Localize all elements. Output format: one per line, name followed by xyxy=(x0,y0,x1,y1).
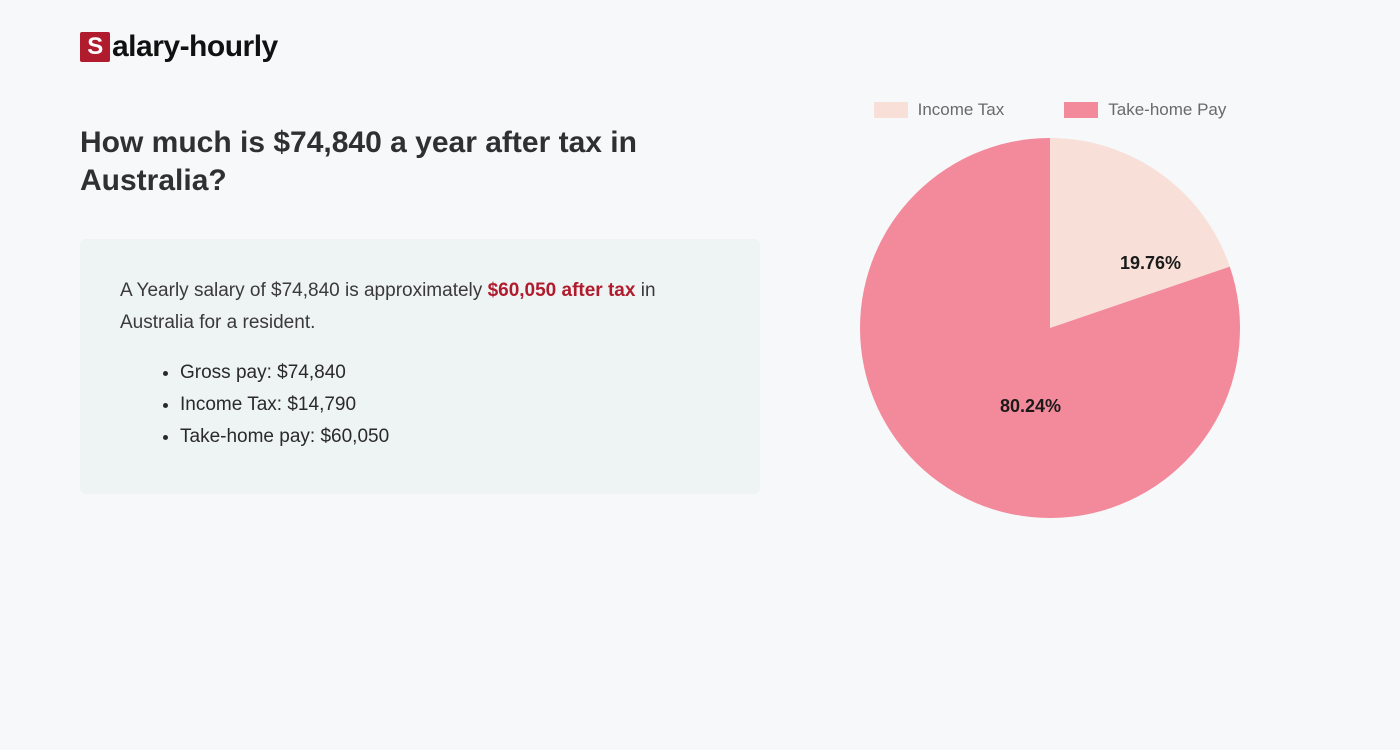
pie-chart: 19.76% 80.24% xyxy=(860,138,1240,518)
chart-legend: Income Tax Take-home Pay xyxy=(820,100,1280,120)
list-item: Take-home pay: $60,050 xyxy=(180,426,720,448)
site-logo: Salary-hourly xyxy=(80,30,760,64)
summary-emphasis: $60,050 after tax xyxy=(488,280,636,301)
logo-badge-icon: S xyxy=(80,32,110,62)
slice-label-income-tax: 19.76% xyxy=(1120,253,1181,274)
summary-box: A Yearly salary of $74,840 is approximat… xyxy=(80,239,760,494)
left-column: Salary-hourly How much is $74,840 a year… xyxy=(80,30,760,518)
summary-prefix: A Yearly salary of $74,840 is approximat… xyxy=(120,280,488,301)
pie-svg xyxy=(860,138,1240,518)
list-item: Income Tax: $14,790 xyxy=(180,394,720,416)
legend-swatch-icon xyxy=(1064,102,1098,118)
slice-label-take-home: 80.24% xyxy=(1000,396,1061,417)
legend-item-take-home: Take-home Pay xyxy=(1064,100,1226,120)
legend-label: Take-home Pay xyxy=(1108,100,1226,120)
legend-swatch-icon xyxy=(874,102,908,118)
right-column: Income Tax Take-home Pay 19.76% 80.24% xyxy=(820,30,1280,518)
breakdown-list: Gross pay: $74,840 Income Tax: $14,790 T… xyxy=(120,362,720,448)
legend-label: Income Tax xyxy=(918,100,1005,120)
summary-sentence: A Yearly salary of $74,840 is approximat… xyxy=(120,275,720,340)
page-container: Salary-hourly How much is $74,840 a year… xyxy=(0,0,1400,548)
list-item: Gross pay: $74,840 xyxy=(180,362,720,384)
legend-item-income-tax: Income Tax xyxy=(874,100,1005,120)
page-title: How much is $74,840 a year after tax in … xyxy=(80,124,760,199)
logo-text: alary-hourly xyxy=(112,30,278,64)
